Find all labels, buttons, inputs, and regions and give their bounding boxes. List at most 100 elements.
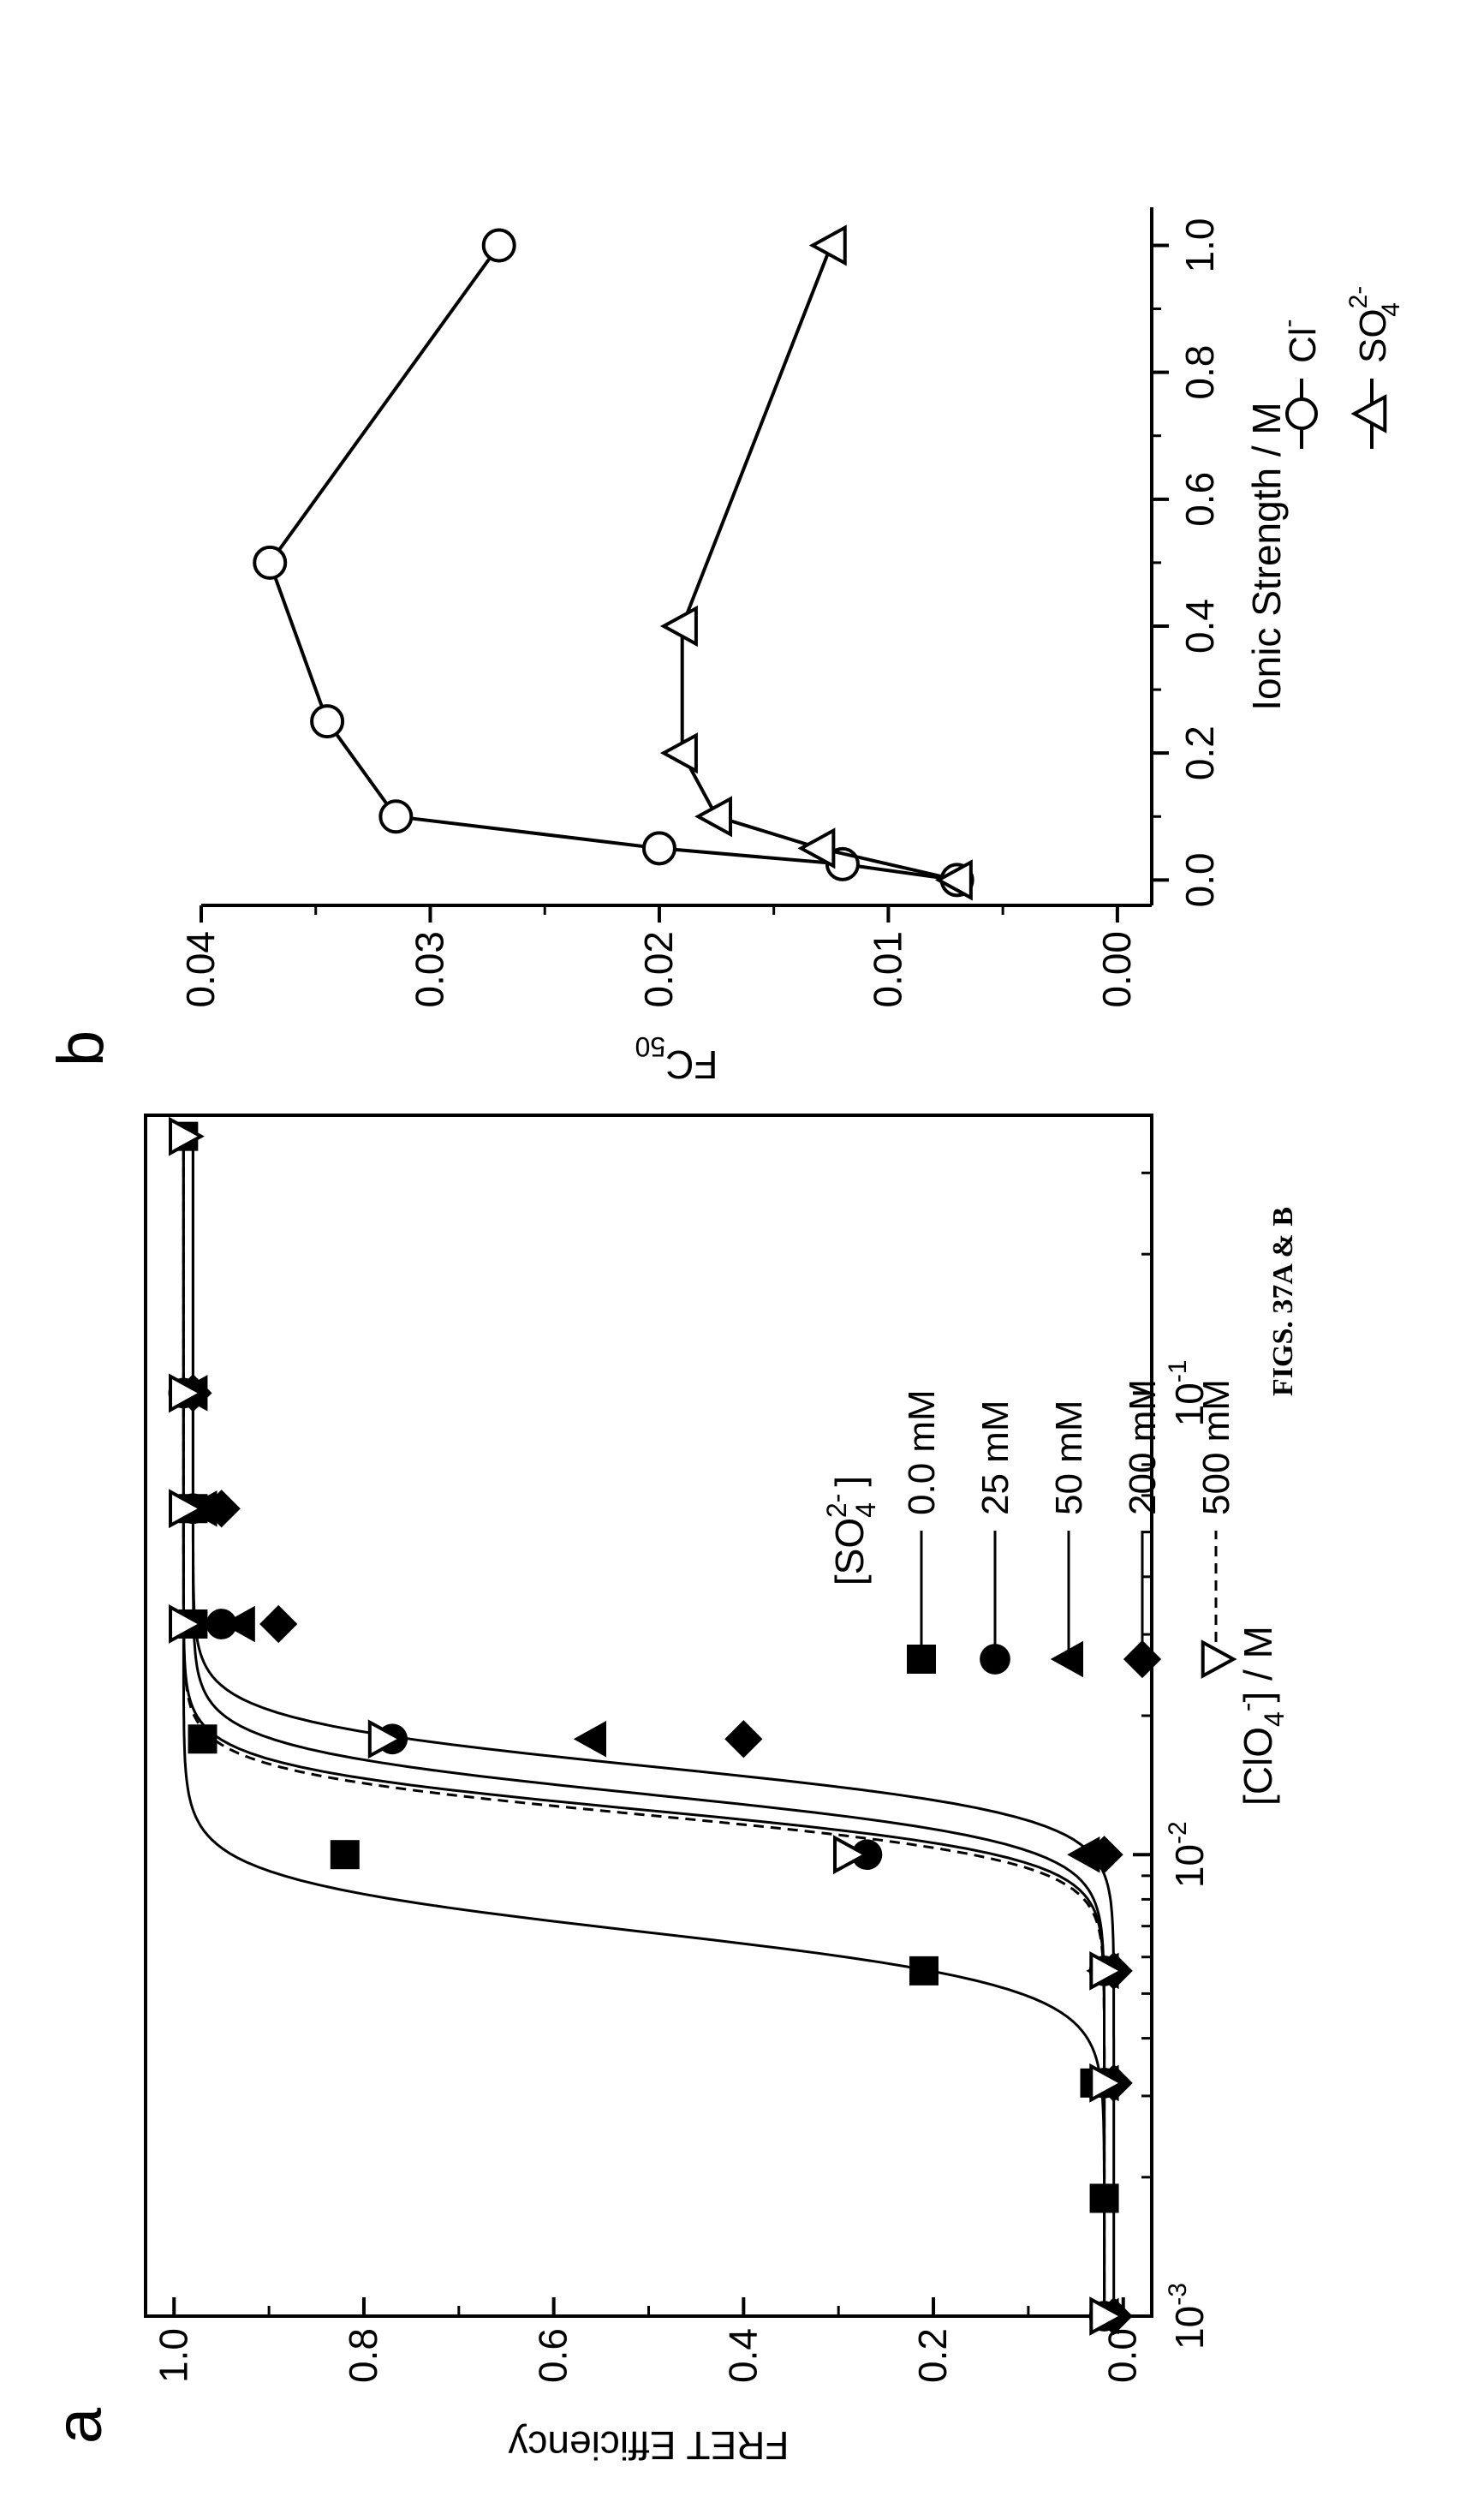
data-point-a-3	[202, 1490, 241, 1528]
legend-marker-a-2	[1050, 1640, 1083, 1678]
y-tick-label-b: 0.01	[865, 931, 909, 1008]
legend-label-b-sub-1: 4	[1377, 302, 1405, 317]
legend-title-a-sup: 2-	[821, 1494, 852, 1518]
data-point-b-0	[310, 704, 345, 739]
x-tick-base-a: 10	[1167, 1844, 1212, 1888]
y-tick-label-a: 0.8	[341, 2328, 385, 2383]
y-axis-label-b: FC50	[635, 1031, 718, 1087]
x-axis-label-a-tail: ] / M	[1236, 1626, 1280, 1702]
legend-marker-b-1	[1350, 394, 1387, 433]
y-tick-label-a: 0.6	[531, 2328, 575, 2383]
data-point-b-1	[694, 796, 733, 838]
legend-label-a-1: 25 mM	[974, 1400, 1016, 1515]
x-tick-label-b: 1.0	[1177, 218, 1222, 272]
series-line-b-1	[680, 244, 958, 882]
series-curve-a-1	[182, 1136, 1106, 2316]
y-axis-label-b-sub: 50	[635, 1031, 666, 1062]
panel-label-b: b	[45, 1030, 117, 1066]
chart-panel-b: 0.00 0.01 0.02 0.03 0.04 0.0 0.2 0.4 0.6 0.8 1.0 Io…	[45, 207, 1405, 1087]
data-point-b-0	[378, 799, 414, 834]
y-axis-label-b-main: FC	[665, 1042, 718, 1087]
legend-title-a: [SO42-]	[821, 1476, 881, 1585]
legend-label-b-main-0: Cl	[1282, 327, 1324, 363]
y-tick-label-b: 0.02	[636, 931, 681, 1008]
legend-label-b-sup-0: -	[1274, 319, 1302, 327]
x-tick-label-b: 0.4	[1177, 599, 1222, 654]
x-axis-label-b: Ionic Strength / M	[1244, 402, 1289, 711]
data-point-b-1	[659, 732, 698, 774]
data-point-b-0	[641, 831, 676, 866]
y-tick-label-b: 0.03	[407, 931, 451, 1008]
data-point-b-1	[659, 605, 698, 648]
x-tick-label-b: 0.2	[1177, 726, 1222, 780]
x-tick-label-a: 10-3	[1164, 2283, 1212, 2350]
legend-marker-a-3	[1123, 1639, 1162, 1679]
legend-label-a-0: 0.0 mM	[901, 1389, 943, 1515]
x-axis-label-a: [ClO4-] / M	[1231, 1626, 1290, 1806]
x-tick-base-a: 10	[1167, 2306, 1212, 2350]
data-point-a-0	[330, 1840, 360, 1870]
y-tick-label-a: 0.4	[720, 2328, 765, 2383]
data-point-a-2	[573, 1721, 606, 1758]
x-tick-label-a: 10-2	[1164, 1821, 1212, 1888]
data-point-a-1	[206, 1609, 237, 1639]
x-tick-exp-a: -2	[1164, 1821, 1192, 1844]
data-point-a-2	[1067, 1836, 1100, 1873]
x-tick-label-a: 10-1	[1164, 1359, 1212, 1426]
data-point-b-0	[481, 228, 516, 263]
x-tick-label-b: 0.6	[1177, 472, 1222, 527]
x-tick-base-a: 10	[1167, 1382, 1212, 1426]
data-point-a-4	[169, 1489, 205, 1529]
legend-label-b-1: SO2- 4	[1344, 286, 1405, 363]
data-point-a-4	[832, 1835, 869, 1875]
y-tick-label-b: 0.04	[178, 931, 223, 1008]
data-point-a-0	[909, 1956, 939, 1986]
legend-label-b-0: Cl-	[1274, 319, 1324, 363]
legend-title-a-sub: 4	[850, 1502, 881, 1518]
data-point-b-0	[253, 545, 288, 580]
data-point-a-3	[1085, 1836, 1123, 1874]
legend-label-a-2: 50 mM	[1048, 1400, 1090, 1515]
x-axis-label-a-sub: 4	[1259, 1711, 1290, 1727]
data-point-a-4	[1089, 2296, 1126, 2336]
legend-title-a-tail: ]	[827, 1476, 872, 1487]
y-tick-label-b: 0.00	[1094, 931, 1139, 1008]
series-curve-a-0	[182, 1136, 1106, 2316]
x-tick-label-b: 0.0	[1177, 852, 1222, 907]
legend-marker-a-4	[1201, 1639, 1237, 1679]
plot-frame-a	[144, 1114, 1153, 2318]
y-tick-label-a: 0.0	[1100, 2328, 1145, 2383]
data-point-a-3	[259, 1604, 298, 1644]
data-point-a-4	[169, 1604, 205, 1644]
x-axis-label-a-sup: -	[1231, 1703, 1262, 1712]
data-point-a-4	[169, 1116, 205, 1156]
data-point-a-2	[222, 1605, 255, 1643]
legend-title-a-main: [SO	[827, 1518, 872, 1585]
legend-label-b-main-1: SO	[1352, 308, 1394, 363]
x-tick-exp-a: -1	[1164, 1359, 1192, 1382]
y-tick-label-a: 1.0	[151, 2328, 195, 2383]
plot-layer: 0.00.20.40.60.81.010-310-210-1[ClO4-] / …	[43, 207, 1405, 2468]
y-axis-label-a: FRET Efficiency	[508, 2423, 789, 2468]
data-point-a-4	[1089, 1950, 1126, 1991]
x-tick-exp-a: -3	[1164, 2283, 1192, 2306]
data-point-a-4	[367, 1719, 404, 1759]
series-curve-a-4	[182, 1136, 1106, 2316]
series-curve-a-3	[191, 1136, 1116, 2316]
data-point-b-1	[934, 859, 973, 901]
data-point-a-4	[1089, 2063, 1126, 2103]
legend-label-b-sup-1: 2-	[1344, 286, 1373, 309]
legend-label-a-4: 500 mM	[1195, 1379, 1237, 1515]
x-tick-label-b: 0.8	[1177, 345, 1222, 400]
chart-panel-a: 0.00.20.40.60.81.010-310-210-1[ClO4-] / …	[43, 1114, 1290, 2468]
legend-label-a-3: 200 mM	[1122, 1379, 1164, 1515]
y-tick-label-a: 0.2	[910, 2328, 955, 2383]
data-point-a-3	[724, 1720, 763, 1759]
legend-marker-a-1	[980, 1644, 1010, 1675]
data-point-b-1	[808, 224, 847, 266]
series-line-b-0	[267, 244, 957, 882]
legend-marker-a-0	[907, 1645, 936, 1674]
legend-marker-b-0	[1285, 397, 1318, 430]
x-axis-label-a-main: [ClO	[1236, 1727, 1280, 1806]
